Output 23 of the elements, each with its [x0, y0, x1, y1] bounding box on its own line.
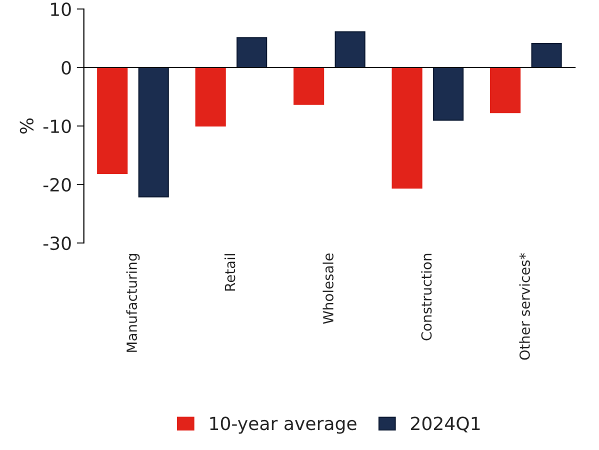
bar — [97, 66, 128, 174]
y-axis-title: % — [20, 118, 34, 134]
y-tick-label: -30 — [43, 236, 71, 250]
x-tick-label: Other services* — [519, 253, 530, 360]
bar — [433, 66, 464, 121]
x-tick-label: Wholesale — [322, 253, 334, 324]
x-tick-label: Manufacturing — [126, 254, 140, 352]
x-tick-label: Retail — [224, 254, 236, 291]
bar — [195, 66, 226, 127]
y-tick-label: 10 — [51, 2, 71, 16]
y-tick-label: -10 — [43, 119, 71, 134]
bar — [138, 66, 169, 198]
y-tick-label: 0 — [62, 60, 71, 75]
bar — [294, 66, 324, 105]
bar — [392, 66, 422, 189]
y-tick-label: -20 — [43, 178, 71, 192]
x-tick-label: Construction — [420, 254, 432, 340]
bar — [490, 66, 521, 114]
bar — [334, 31, 366, 68]
bar — [236, 37, 268, 68]
bar — [531, 42, 562, 68]
legend-label: 2024Q1 — [411, 416, 480, 432]
legend-label: 10-year average — [210, 416, 356, 434]
